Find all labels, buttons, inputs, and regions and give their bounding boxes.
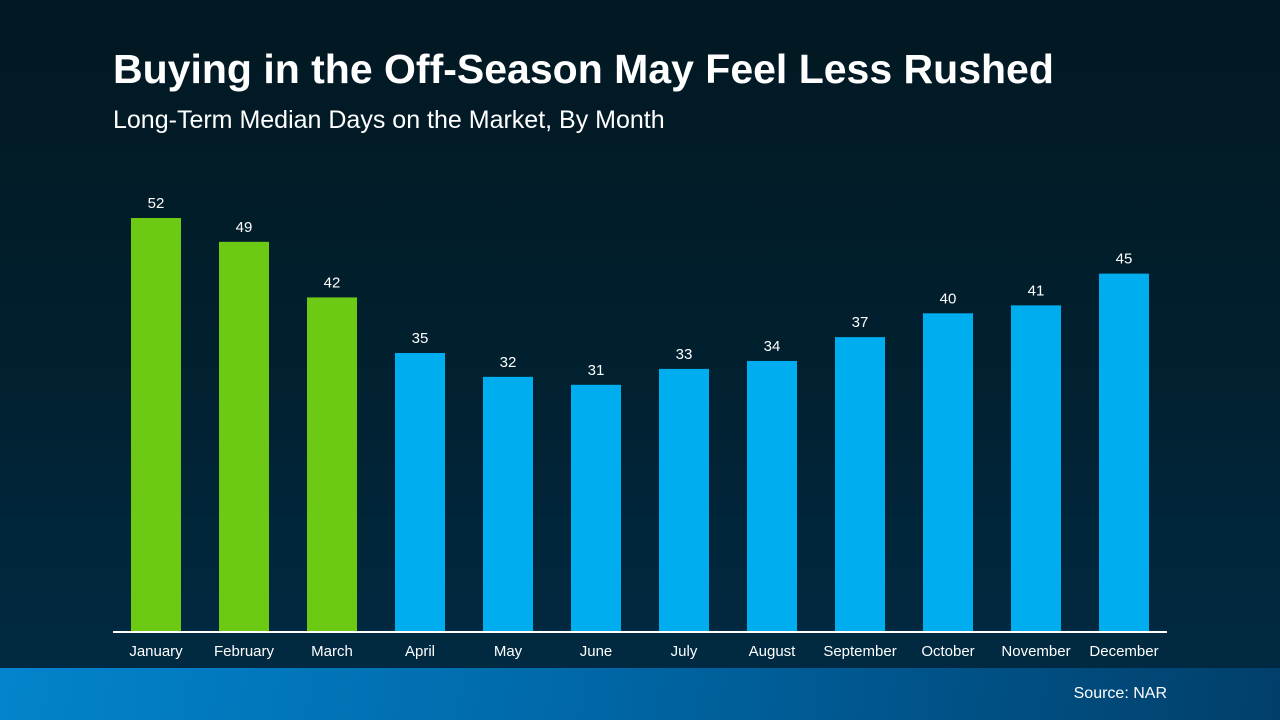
x-tick-label: October <box>921 643 974 660</box>
bar-february <box>219 241 269 632</box>
footer-band: Source: NAR <box>0 668 1280 720</box>
data-label-february: 49 <box>236 219 253 236</box>
data-label-august: 34 <box>764 338 781 355</box>
x-tick-label: January <box>129 643 183 660</box>
data-label-december: 45 <box>1116 251 1133 268</box>
bar-april <box>395 353 445 631</box>
x-tick-label: December <box>1089 643 1158 660</box>
x-tick-label: March <box>311 643 353 660</box>
data-label-november: 41 <box>1028 282 1045 299</box>
data-label-june: 31 <box>588 362 605 379</box>
bar-march <box>307 297 357 631</box>
bar-chart: 52 January 49 February 42 March 35 April 32 May 31… <box>129 195 1158 660</box>
x-tick-label: November <box>1001 643 1070 660</box>
bar-september <box>835 337 885 631</box>
data-label-september: 37 <box>852 314 869 331</box>
data-label-january: 52 <box>148 195 165 212</box>
bar-may <box>483 376 533 631</box>
x-tick-label: February <box>214 643 275 660</box>
chart-title: Buying in the Off-Season May Feel Less R… <box>113 46 1054 92</box>
data-label-october: 40 <box>940 290 957 307</box>
x-tick-label: May <box>494 643 523 660</box>
source-label: Source: NAR <box>1073 685 1167 702</box>
bar-july <box>659 368 709 631</box>
bar-november <box>1011 305 1061 631</box>
data-label-july: 33 <box>676 346 693 363</box>
chart-subtitle: Long-Term Median Days on the Market, By … <box>113 106 665 134</box>
data-label-march: 42 <box>324 274 341 291</box>
x-tick-label: June <box>580 643 613 660</box>
x-tick-label: September <box>823 643 896 660</box>
bar-december <box>1099 273 1149 631</box>
x-tick-label: April <box>405 643 435 660</box>
data-label-may: 32 <box>500 354 517 371</box>
bar-october <box>923 313 973 631</box>
data-label-april: 35 <box>412 330 429 347</box>
bar-august <box>747 360 797 631</box>
x-tick-label: July <box>671 643 698 660</box>
bar-january <box>131 218 181 631</box>
x-tick-label: August <box>749 643 797 660</box>
bar-june <box>571 384 621 631</box>
